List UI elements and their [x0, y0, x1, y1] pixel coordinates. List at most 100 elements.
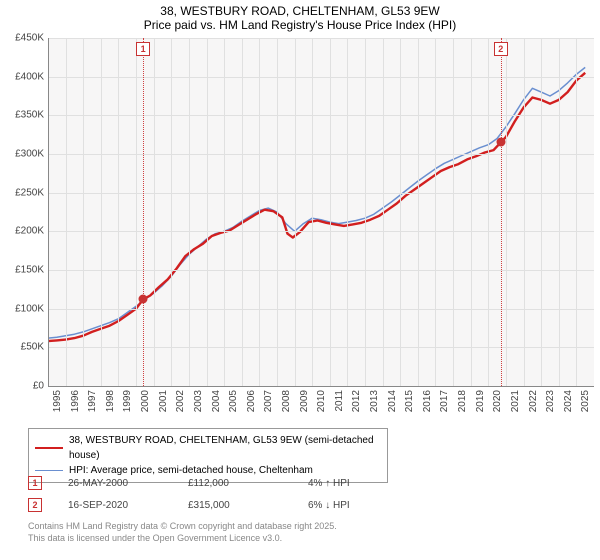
x-tick-label: 2015 [404, 390, 415, 412]
gridline-v [400, 38, 401, 386]
sale-delta: 4% ↑ HPI [308, 478, 488, 489]
x-axis [48, 386, 594, 387]
series-line [48, 73, 585, 341]
gridline-v [383, 38, 384, 386]
sale-row: 1 26-MAY-2000£112,0004% ↑ HPI [28, 472, 568, 494]
gridline-v [242, 38, 243, 386]
gridline-v [118, 38, 119, 386]
footer: Contains HM Land Registry data © Crown c… [28, 520, 337, 544]
x-tick-label: 2006 [246, 390, 257, 412]
sale-marker-box: 1 [136, 42, 150, 56]
x-tick-label: 2008 [281, 390, 292, 412]
x-tick-label: 2024 [563, 390, 574, 412]
sale-marker-line [501, 38, 502, 386]
gridline-v [453, 38, 454, 386]
y-tick-label: £0 [0, 381, 44, 392]
x-tick-label: 2005 [228, 390, 239, 412]
gridline-v [559, 38, 560, 386]
gridline-v [259, 38, 260, 386]
gridline-h [48, 193, 594, 194]
x-tick-label: 1997 [87, 390, 98, 412]
y-tick-label: £250K [0, 187, 44, 198]
x-tick-label: 2014 [387, 390, 398, 412]
sale-date: 16-SEP-2020 [68, 500, 188, 511]
sale-price: £315,000 [188, 500, 308, 511]
x-tick-label: 2004 [211, 390, 222, 412]
sale-row: 2 16-SEP-2020£315,0006% ↓ HPI [28, 494, 568, 516]
x-tick-label: 2003 [193, 390, 204, 412]
x-tick-label: 2011 [334, 390, 345, 412]
gridline-v [224, 38, 225, 386]
chart: 1 2 £0 £50K £100K £150K £200K £250K £300K £350K £… [0, 38, 600, 418]
sale-date: 26-MAY-2000 [68, 478, 188, 489]
y-tick-label: £300K [0, 149, 44, 160]
gridline-h [48, 309, 594, 310]
x-tick-label: 2020 [492, 390, 503, 412]
gridline-v [524, 38, 525, 386]
gridline-v [295, 38, 296, 386]
x-tick-label: 2022 [528, 390, 539, 412]
x-tick-label: 2019 [475, 390, 486, 412]
y-tick-label: £50K [0, 342, 44, 353]
x-tick-label: 2017 [439, 390, 450, 412]
y-tick-label: £200K [0, 226, 44, 237]
gridline-v [312, 38, 313, 386]
x-tick-label: 1995 [52, 390, 63, 412]
gridline-h [48, 347, 594, 348]
gridline-h [48, 38, 594, 39]
sale-marker-dot [139, 295, 148, 304]
x-tick-label: 1999 [122, 390, 133, 412]
gridline-v [488, 38, 489, 386]
gridline-v [365, 38, 366, 386]
x-tick-label: 2021 [510, 390, 521, 412]
sale-row-marker: 1 [28, 476, 42, 490]
x-tick-label: 2016 [422, 390, 433, 412]
x-tick-label: 2000 [140, 390, 151, 412]
gridline-v [330, 38, 331, 386]
x-tick-label: 2012 [351, 390, 362, 412]
gridline-v [471, 38, 472, 386]
gridline-h [48, 115, 594, 116]
x-tick-label: 2013 [369, 390, 380, 412]
sale-marker-box: 2 [494, 42, 508, 56]
legend-row: 38, WESTBURY ROAD, CHELTENHAM, GL53 9EW … [35, 433, 381, 463]
chart-lines [48, 38, 594, 386]
footer-line2: This data is licensed under the Open Gov… [28, 532, 337, 544]
gridline-v [83, 38, 84, 386]
gridline-v [541, 38, 542, 386]
x-tick-label: 2007 [263, 390, 274, 412]
gridline-v [347, 38, 348, 386]
legend-label: 38, WESTBURY ROAD, CHELTENHAM, GL53 9EW … [69, 433, 381, 463]
y-tick-label: £400K [0, 71, 44, 82]
y-tick-label: £150K [0, 265, 44, 276]
gridline-v [171, 38, 172, 386]
gridline-h [48, 231, 594, 232]
gridline-v [154, 38, 155, 386]
gridline-v [576, 38, 577, 386]
y-tick-label: £450K [0, 33, 44, 44]
gridline-v [506, 38, 507, 386]
gridline-h [48, 154, 594, 155]
title-line2: Price paid vs. HM Land Registry's House … [0, 18, 600, 32]
chart-container: { "title": { "line1": "38, WESTBURY ROAD… [0, 0, 600, 560]
y-tick-label: £350K [0, 110, 44, 121]
gridline-v [136, 38, 137, 386]
x-tick-label: 2023 [545, 390, 556, 412]
gridline-h [48, 270, 594, 271]
series-line [48, 67, 585, 338]
sale-marker-line [143, 38, 144, 386]
sale-price: £112,000 [188, 478, 308, 489]
gridline-h [48, 77, 594, 78]
x-tick-label: 1998 [105, 390, 116, 412]
x-tick-label: 2002 [175, 390, 186, 412]
sale-delta: 6% ↓ HPI [308, 500, 488, 511]
footer-line1: Contains HM Land Registry data © Crown c… [28, 520, 337, 532]
sale-row-marker: 2 [28, 498, 42, 512]
y-tick-label: £100K [0, 303, 44, 314]
gridline-v [189, 38, 190, 386]
title-block: 38, WESTBURY ROAD, CHELTENHAM, GL53 9EW … [0, 0, 600, 34]
gridline-v [277, 38, 278, 386]
gridline-v [66, 38, 67, 386]
x-tick-label: 2009 [299, 390, 310, 412]
x-tick-label: 2018 [457, 390, 468, 412]
